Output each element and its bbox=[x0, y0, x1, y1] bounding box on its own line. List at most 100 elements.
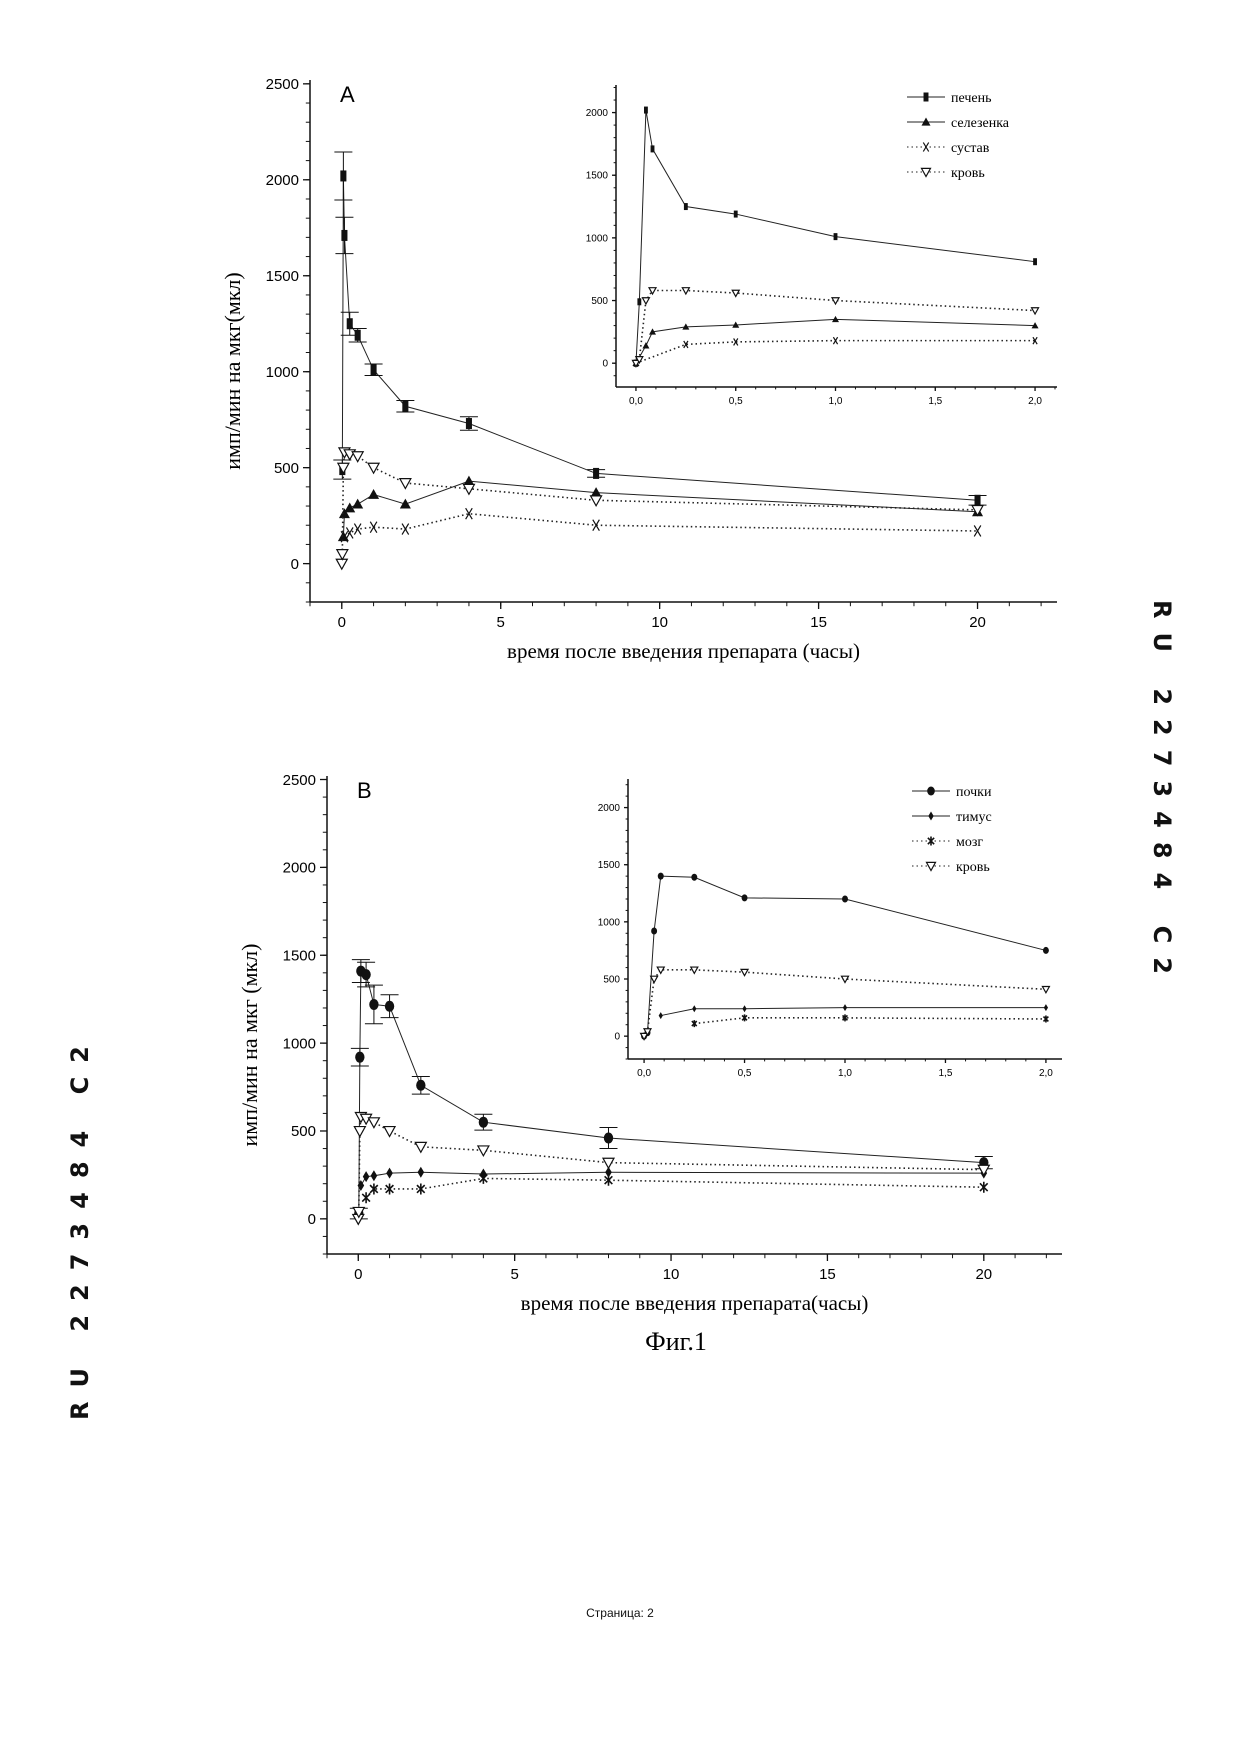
data-point bbox=[344, 502, 356, 513]
data-point bbox=[691, 873, 698, 881]
data-point bbox=[733, 338, 739, 346]
series-сустав bbox=[340, 507, 982, 543]
legend-entry: сустав bbox=[907, 141, 990, 156]
data-point bbox=[353, 523, 362, 535]
data-point bbox=[840, 975, 850, 984]
data-point bbox=[355, 1051, 365, 1063]
y-tick-label: 0 bbox=[308, 1211, 316, 1228]
y-tick-label: 1000 bbox=[586, 233, 609, 244]
x-tick-label: 10 bbox=[651, 614, 668, 631]
legend-entry: почки bbox=[912, 785, 992, 800]
data-point bbox=[352, 1206, 366, 1219]
data-point bbox=[637, 298, 642, 306]
x-tick-label: 1,0 bbox=[829, 396, 843, 407]
data-point bbox=[603, 1132, 614, 1144]
data-point bbox=[642, 342, 650, 349]
legend-label: селезенка bbox=[951, 116, 1010, 131]
data-point bbox=[742, 1005, 747, 1013]
legend-label: почки bbox=[956, 785, 992, 800]
legend-label: кровь bbox=[951, 166, 985, 181]
data-point bbox=[417, 1166, 425, 1178]
data-point bbox=[352, 498, 364, 509]
data-point bbox=[832, 315, 840, 323]
data-point bbox=[658, 1012, 663, 1020]
data-point bbox=[353, 1125, 367, 1138]
data-point bbox=[465, 418, 472, 430]
data-point bbox=[1042, 946, 1049, 954]
legend-marker bbox=[922, 142, 930, 152]
data-point bbox=[354, 329, 361, 341]
data-point bbox=[369, 998, 379, 1010]
x-tick-label: 0,0 bbox=[637, 1068, 651, 1079]
data-point bbox=[402, 400, 409, 412]
data-point bbox=[977, 1164, 991, 1177]
chart-A-main: 0 5 10 15 20 0 500 1000 1500 2000 2500 время после … bbox=[220, 76, 1057, 663]
x-tick-label: 1,5 bbox=[928, 396, 942, 407]
legend-entry: кровь bbox=[907, 166, 985, 181]
series-почки bbox=[349, 959, 993, 1220]
y-tick-label: 1500 bbox=[266, 268, 299, 285]
data-point bbox=[369, 521, 378, 533]
series-line bbox=[694, 1017, 1046, 1025]
data-point bbox=[386, 1167, 393, 1179]
data-point bbox=[346, 318, 353, 330]
legend-marker bbox=[920, 167, 932, 178]
data-point bbox=[414, 1141, 428, 1154]
data-point bbox=[681, 287, 691, 296]
x-tick-label: 20 bbox=[969, 614, 986, 631]
y-tick-label: 2000 bbox=[266, 172, 299, 189]
y-tick-label: 2000 bbox=[598, 803, 621, 814]
legend-label: печень bbox=[951, 91, 992, 106]
data-point bbox=[650, 145, 655, 153]
x-tick-label: 2,0 bbox=[1039, 1068, 1053, 1079]
data-point bbox=[971, 504, 985, 517]
data-point bbox=[644, 106, 648, 114]
data-point bbox=[370, 1170, 378, 1182]
data-point bbox=[740, 968, 750, 977]
data-point bbox=[465, 507, 473, 520]
series-кровь bbox=[639, 966, 1051, 1041]
chart-A-inset: 0,0 0,5 1,0 1,5 2,0 0 500 1000 1500 2000 печень сел… bbox=[586, 85, 1057, 407]
series-line bbox=[341, 175, 978, 501]
y-axis-label: имп/мин на мкг(мкл) bbox=[220, 272, 245, 469]
data-point bbox=[741, 894, 748, 902]
data-point bbox=[367, 1117, 381, 1129]
data-point bbox=[338, 508, 350, 519]
data-point bbox=[601, 1157, 616, 1170]
legend-marker bbox=[921, 117, 931, 126]
y-axis-label: имп/мин на мкг (мкл) bbox=[237, 944, 262, 1147]
data-point bbox=[590, 487, 602, 498]
data-point bbox=[689, 966, 699, 975]
data-point bbox=[842, 895, 848, 903]
legend-entry: кровь bbox=[912, 860, 990, 875]
data-point bbox=[683, 203, 688, 211]
series-line bbox=[357, 1115, 984, 1219]
data-point bbox=[649, 328, 657, 335]
data-point bbox=[979, 1181, 989, 1193]
data-point bbox=[335, 549, 349, 561]
legend-marker bbox=[927, 836, 935, 846]
series-line bbox=[342, 480, 978, 537]
figure-caption: Фиг.1 bbox=[645, 1327, 707, 1356]
x-tick-label: 0,0 bbox=[629, 396, 643, 407]
data-point bbox=[361, 969, 371, 981]
data-point bbox=[341, 229, 348, 241]
data-point bbox=[1041, 985, 1051, 995]
data-point bbox=[691, 1020, 698, 1028]
patent-number-left: RU 2273484 C2 bbox=[66, 1032, 94, 1420]
y-tick-label: 1500 bbox=[598, 860, 621, 871]
series-line bbox=[343, 512, 978, 538]
y-tick-label: 0 bbox=[291, 556, 299, 573]
data-point bbox=[462, 483, 476, 496]
series-мозг bbox=[361, 1172, 989, 1204]
data-point bbox=[370, 364, 377, 376]
x-tick-label: 0 bbox=[338, 614, 346, 631]
y-tick-label: 1000 bbox=[266, 364, 299, 381]
data-point bbox=[478, 1116, 489, 1128]
x-tick-label: 0 bbox=[354, 1266, 362, 1283]
data-point bbox=[336, 462, 350, 475]
legend-label: мозг bbox=[956, 835, 983, 850]
data-point bbox=[398, 478, 412, 490]
data-point bbox=[367, 462, 381, 475]
